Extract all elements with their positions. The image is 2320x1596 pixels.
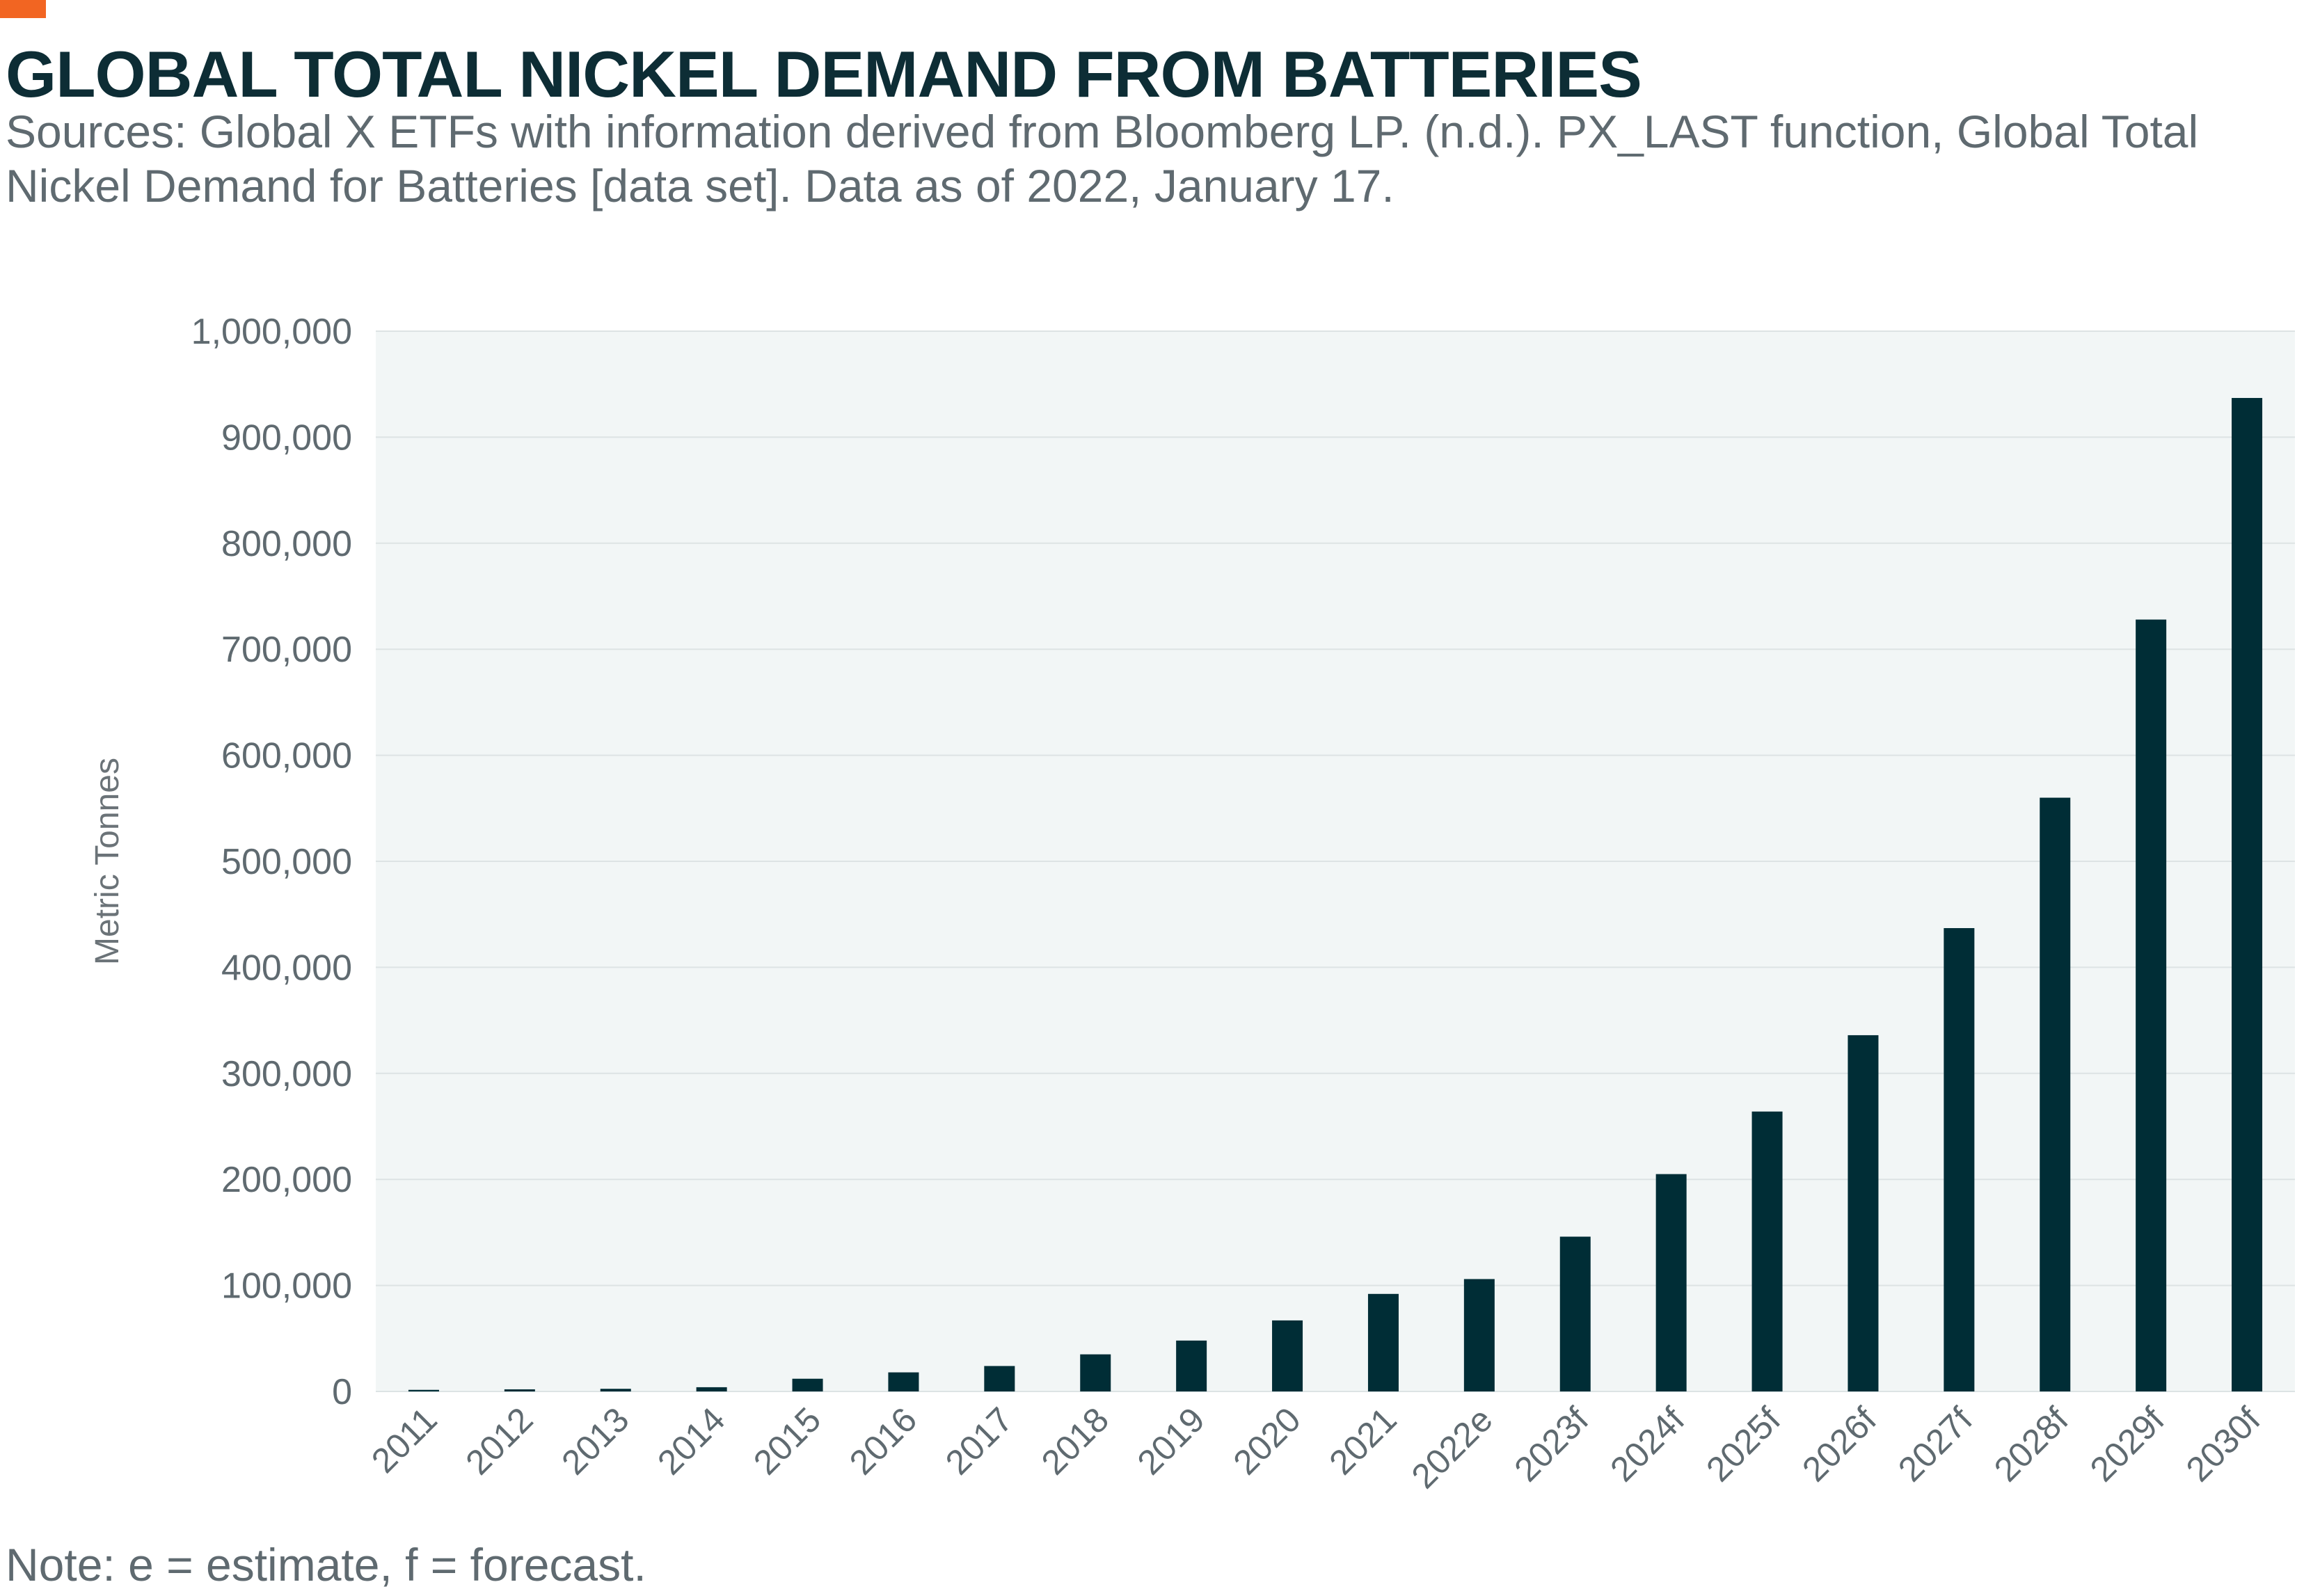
y-tick-label: 400,000 (221, 948, 352, 988)
x-tick-label: 2012 (458, 1400, 540, 1482)
x-tick-label: 2015 (746, 1400, 828, 1482)
bar-2023f (1559, 1236, 1591, 1391)
y-tick-label: 600,000 (221, 736, 352, 776)
bars (408, 398, 2263, 1392)
bar-2015 (792, 1378, 823, 1391)
bar-2021 (1367, 1293, 1399, 1391)
x-axis-ticks: 2011 2012 2013 2014 2015 2016 2017 2018 2019 2020… (364, 1400, 2268, 1496)
x-tick-label: 2024f (1603, 1400, 1692, 1489)
gridlines (376, 330, 2295, 1392)
chart-source: Sources: Global X ETFs with information … (6, 106, 2199, 212)
bar-2027f (1944, 928, 1975, 1391)
bar-2030f (2232, 398, 2263, 1392)
bar-2020 (1272, 1320, 1303, 1391)
y-tick-label: 1,000,000 (191, 312, 352, 352)
y-tick-label: 500,000 (221, 842, 352, 882)
bar-2018 (1080, 1354, 1111, 1391)
y-axis-label: Metric Tonnes (89, 758, 126, 965)
bar-2017 (984, 1366, 1015, 1391)
x-tick-label: 2027f (1891, 1400, 1980, 1489)
bar-2029f (2136, 619, 2167, 1391)
x-tick-label: 2021 (1321, 1400, 1404, 1482)
x-tick-label: 2030f (2179, 1400, 2268, 1489)
bar-2025f (1751, 1111, 1783, 1391)
x-tick-label: 2020 (1226, 1400, 1308, 1482)
x-tick-label: 2026f (1795, 1400, 1884, 1489)
bar-2024f (1655, 1174, 1687, 1391)
bar-2026f (1848, 1035, 1879, 1391)
bar-2014 (696, 1387, 727, 1391)
bar-2011 (408, 1389, 439, 1391)
x-tick-label: 2014 (650, 1400, 732, 1482)
accent-bar (0, 0, 46, 18)
x-tick-label: 2029f (2083, 1400, 2172, 1489)
bar-2028f (2040, 797, 2071, 1391)
x-tick-label: 2016 (842, 1400, 924, 1482)
y-tick-label: 300,000 (221, 1054, 352, 1094)
x-tick-label: 2017 (938, 1400, 1020, 1482)
bar-2022e (1463, 1279, 1495, 1391)
x-tick-label: 2023f (1507, 1400, 1596, 1489)
x-tick-label: 2013 (554, 1400, 636, 1482)
y-tick-label: 200,000 (221, 1160, 352, 1200)
footnote: Note: e = estimate, f = forecast. (6, 1539, 646, 1590)
x-tick-label: 2022e (1404, 1400, 1500, 1496)
y-tick-label: 800,000 (221, 524, 352, 564)
bar-2013 (600, 1389, 631, 1391)
bar-2019 (1176, 1340, 1207, 1391)
y-tick-label: 900,000 (221, 417, 352, 458)
x-tick-label: 2018 (1034, 1400, 1116, 1482)
x-tick-label: 2011 (364, 1400, 445, 1481)
bar-2012 (504, 1389, 535, 1391)
bar-2016 (888, 1372, 919, 1391)
y-tick-label: 100,000 (221, 1266, 352, 1307)
x-tick-label: 2019 (1130, 1400, 1212, 1482)
y-tick-label: 0 (332, 1372, 352, 1412)
y-axis-ticks: 0 100,000 200,000 300,000 400,000 500,000 600,… (191, 312, 352, 1412)
y-tick-label: 700,000 (221, 630, 352, 670)
x-tick-label: 2025f (1699, 1400, 1788, 1489)
chart-title: GLOBAL TOTAL NICKEL DEMAND FROM BATTERIE… (6, 38, 1642, 111)
x-tick-label: 2028f (1987, 1400, 2076, 1489)
